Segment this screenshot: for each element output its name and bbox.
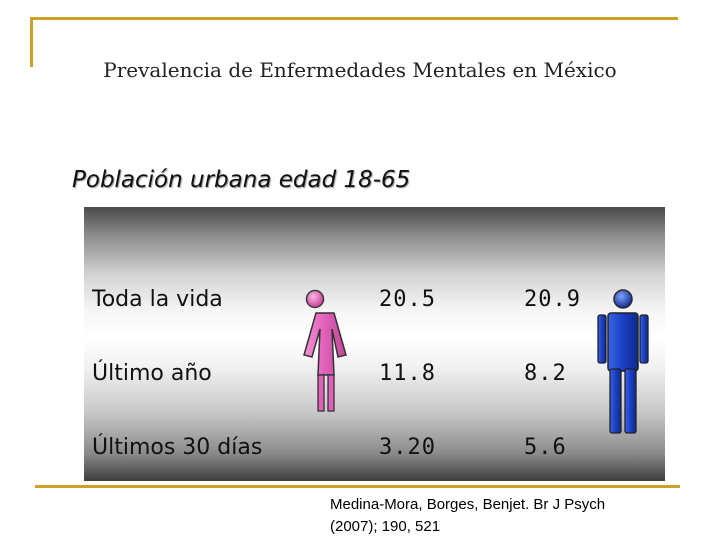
row-label-last-30-days: Últimos 30 días bbox=[92, 435, 263, 460]
female-figure-icon bbox=[303, 289, 347, 412]
frame-bottom-line bbox=[35, 485, 680, 488]
citation: Medina-Mora, Borges, Benjet. Br J Psych … bbox=[330, 494, 690, 538]
row-label-last-year: Último año bbox=[92, 361, 212, 386]
men-value-lifetime: 20.9 bbox=[524, 287, 581, 312]
citation-line-1: Medina-Mora, Borges, Benjet. Br J Psych bbox=[330, 496, 606, 513]
slide-subtitle: Población urbana edad 18-65 bbox=[72, 167, 411, 193]
frame-left-line bbox=[30, 17, 33, 67]
women-value-last-30-days: 3.20 bbox=[379, 435, 436, 460]
data-panel: Toda la vida 20.5 20.9 Último año 11.8 8… bbox=[84, 207, 665, 481]
men-value-last-year: 8.2 bbox=[524, 361, 567, 386]
women-value-lifetime: 20.5 bbox=[379, 287, 436, 312]
citation-line-2: (2007); 190, 521 bbox=[330, 518, 441, 535]
slide-title: Prevalencia de Enfermedades Mentales en … bbox=[103, 58, 617, 82]
male-figure-icon bbox=[597, 289, 649, 434]
women-value-last-year: 11.8 bbox=[379, 361, 436, 386]
men-value-last-30-days: 5.6 bbox=[524, 435, 567, 460]
row-label-lifetime: Toda la vida bbox=[92, 287, 223, 312]
frame-top-line bbox=[30, 17, 678, 20]
